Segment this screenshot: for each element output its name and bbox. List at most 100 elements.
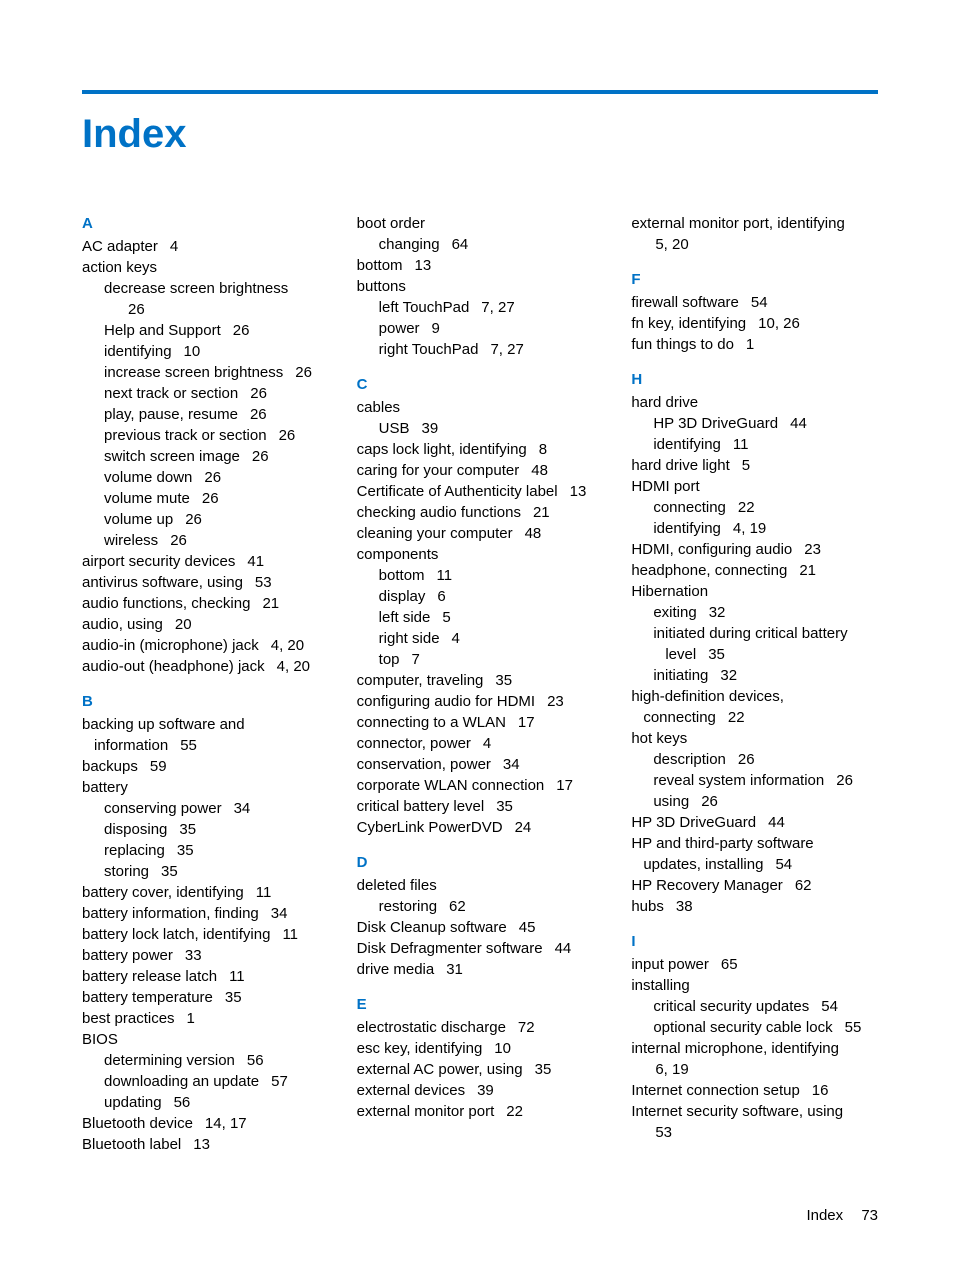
index-pages: 13 xyxy=(193,1136,210,1153)
index-term: battery temperature xyxy=(82,989,213,1006)
index-term: best practices xyxy=(82,1010,175,1027)
index-term: AC adapter xyxy=(82,238,158,255)
index-term: antivirus software, using xyxy=(82,574,243,591)
index-pages: 35 xyxy=(161,863,178,880)
index-entry: changing 64 xyxy=(357,234,604,255)
index-entry: 5, 20 xyxy=(631,234,878,255)
index-pages: 26 xyxy=(701,793,718,810)
index-entry: 53 xyxy=(631,1122,878,1143)
footer-page-number: 73 xyxy=(861,1207,878,1224)
index-term: corporate WLAN connection xyxy=(357,777,545,794)
index-entry: updating56 xyxy=(82,1092,329,1113)
index-pages: 26 xyxy=(252,448,269,465)
index-pages: 11 xyxy=(256,884,272,901)
index-entry: play, pause, resume26 xyxy=(82,404,329,425)
index-entry: USB39 xyxy=(357,418,604,439)
index-pages: 35 xyxy=(225,989,242,1006)
index-term: airport security devices xyxy=(82,553,235,570)
index-entry: corporate WLAN connection17 xyxy=(357,775,604,796)
index-term: Internet security software, using xyxy=(631,1103,843,1120)
index-entry: firewall software54 xyxy=(631,292,878,313)
index-pages: 11 xyxy=(437,567,453,584)
index-entry: input power65 xyxy=(631,954,878,975)
index-entry: left side 5 xyxy=(357,607,604,628)
index-term: conserving power xyxy=(104,800,222,817)
index-letter: F xyxy=(631,269,878,290)
index-term: HP 3D DriveGuard xyxy=(653,415,778,432)
index-term: identifying xyxy=(104,343,172,360)
index-pages: 13 xyxy=(415,257,432,274)
index-pages: 11 xyxy=(733,436,749,453)
index-pages: 64 xyxy=(452,236,469,253)
index-entry: action keys xyxy=(82,257,329,278)
index-pages: 39 xyxy=(477,1082,494,1099)
index-entry: description26 xyxy=(631,749,878,770)
index-pages: 26 xyxy=(233,322,250,339)
index-term: bottom xyxy=(379,567,425,584)
index-pages: 57 xyxy=(271,1073,288,1090)
index-entry: wireless26 xyxy=(82,530,329,551)
index-letter: C xyxy=(357,374,604,395)
index-entry: connecting22 xyxy=(631,707,878,728)
index-pages: 53 xyxy=(255,574,272,591)
index-term: conservation, power xyxy=(357,756,491,773)
index-pages: 55 xyxy=(845,1019,862,1036)
index-entry: high-definition devices, xyxy=(631,686,878,707)
index-pages: 4 xyxy=(452,630,460,647)
index-entry: drive media31 xyxy=(357,959,604,980)
index-term: drive media xyxy=(357,961,435,978)
index-term: cables xyxy=(357,399,400,416)
index-entry: headphone, connecting21 xyxy=(631,560,878,581)
index-entry: battery cover, identifying11 xyxy=(82,882,329,903)
index-entry: CyberLink PowerDVD24 xyxy=(357,817,604,838)
index-entry: Certificate of Authenticity label13 xyxy=(357,481,604,502)
index-pages: 56 xyxy=(174,1094,191,1111)
index-term: decrease screen brightness xyxy=(104,280,288,297)
index-pages: 21 xyxy=(799,562,816,579)
index-pages: 35 xyxy=(495,672,512,689)
index-entry: external monitor port, identifying xyxy=(631,213,878,234)
index-term: identifying xyxy=(653,520,721,537)
index-entry: critical battery level35 xyxy=(357,796,604,817)
index-entry: exiting32 xyxy=(631,602,878,623)
index-term: next track or section xyxy=(104,385,238,402)
footer-label: Index xyxy=(806,1207,843,1224)
index-letter: D xyxy=(357,852,604,873)
index-entry: esc key, identifying10 xyxy=(357,1038,604,1059)
index-entry: level35 xyxy=(631,644,878,665)
index-entry: top7 xyxy=(357,649,604,670)
index-letter: E xyxy=(357,994,604,1015)
index-pages: 5 xyxy=(442,609,450,626)
index-term: play, pause, resume xyxy=(104,406,238,423)
index-entry: cleaning your computer48 xyxy=(357,523,604,544)
index-columns: A AC adapter 4 action keys decrease screen b… xyxy=(82,213,878,1155)
index-entry: checking audio functions21 xyxy=(357,502,604,523)
index-term: hard drive xyxy=(631,394,698,411)
index-entry: reveal system information26 xyxy=(631,770,878,791)
index-pages: 34 xyxy=(234,800,251,817)
index-term: determining version xyxy=(104,1052,235,1069)
index-pages: 4, 20 xyxy=(271,637,304,654)
index-pages: 48 xyxy=(525,525,542,542)
index-term: fun things to do xyxy=(631,336,734,353)
index-letter: A xyxy=(82,213,329,234)
index-entry: audio-in (microphone) jack 4, 20 xyxy=(82,635,329,656)
index-entry: HDMI, configuring audio23 xyxy=(631,539,878,560)
index-entry: internal microphone, identifying xyxy=(631,1038,878,1059)
index-entry: right TouchPad7, 27 xyxy=(357,339,604,360)
index-pages: 23 xyxy=(547,693,564,710)
index-term: hubs xyxy=(631,898,664,915)
index-term: changing xyxy=(379,236,440,253)
index-term: optional security cable lock xyxy=(653,1019,832,1036)
index-pages: 35 xyxy=(708,646,725,663)
index-term: audio-in (microphone) jack xyxy=(82,637,259,654)
index-term: caps lock light, identifying xyxy=(357,441,527,458)
index-entry: HDMI port xyxy=(631,476,878,497)
index-entry: deleted files xyxy=(357,875,604,896)
index-term: left side xyxy=(379,609,431,626)
index-pages: 26 xyxy=(202,490,219,507)
index-term: battery xyxy=(82,779,128,796)
index-entry: Internet security software, using xyxy=(631,1101,878,1122)
index-pages: 4 xyxy=(170,238,178,255)
index-term: increase screen brightness xyxy=(104,364,283,381)
